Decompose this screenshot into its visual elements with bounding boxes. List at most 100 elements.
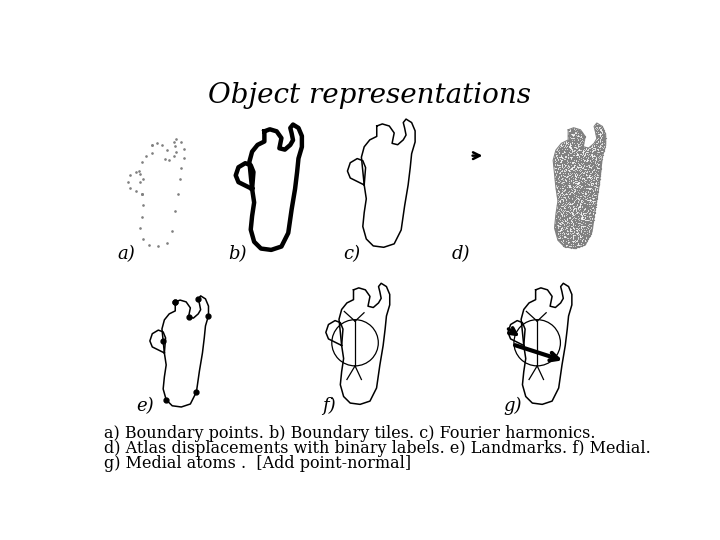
Point xyxy=(568,128,580,137)
Point xyxy=(564,234,575,243)
Point xyxy=(566,234,577,243)
Point xyxy=(564,198,575,206)
Point xyxy=(567,185,578,193)
Point xyxy=(590,140,602,149)
Point xyxy=(581,230,593,239)
Point xyxy=(598,145,609,154)
Point xyxy=(561,150,572,158)
Point xyxy=(582,235,593,244)
Point xyxy=(595,141,607,150)
Point xyxy=(586,163,598,171)
Point xyxy=(575,143,587,152)
Point xyxy=(556,239,567,248)
Point xyxy=(566,219,577,228)
Point xyxy=(571,227,582,236)
Point xyxy=(564,137,576,145)
Point xyxy=(555,217,567,226)
Point xyxy=(570,227,581,236)
Point xyxy=(552,225,564,233)
Point xyxy=(575,212,586,221)
Point xyxy=(582,231,594,240)
Point xyxy=(568,197,580,206)
Point xyxy=(562,205,574,214)
Point xyxy=(568,222,580,231)
Point xyxy=(583,187,595,195)
Point xyxy=(598,134,609,143)
Point xyxy=(576,176,588,184)
Point xyxy=(567,167,579,176)
Point xyxy=(559,187,571,196)
Point xyxy=(559,171,570,180)
Point xyxy=(556,226,567,235)
Point xyxy=(555,234,567,242)
Point xyxy=(593,162,605,171)
Point xyxy=(575,211,587,220)
Point xyxy=(552,157,564,165)
Point xyxy=(590,168,602,177)
Point xyxy=(591,154,603,163)
Point xyxy=(553,174,564,183)
Point xyxy=(567,167,578,176)
Point xyxy=(576,222,588,231)
Point xyxy=(587,218,598,226)
Point xyxy=(581,235,593,244)
Point xyxy=(593,162,604,171)
Point xyxy=(565,191,577,200)
Point xyxy=(554,174,566,183)
Point xyxy=(558,158,570,166)
Point xyxy=(571,141,582,150)
Point xyxy=(552,163,563,171)
Point xyxy=(571,129,582,137)
Point xyxy=(562,241,573,250)
Point xyxy=(572,137,584,145)
Point xyxy=(549,174,561,183)
Point xyxy=(590,192,601,201)
Point xyxy=(594,168,606,177)
Point xyxy=(580,197,592,205)
Point xyxy=(576,150,588,158)
Point xyxy=(549,154,560,163)
Point xyxy=(575,156,586,165)
Point xyxy=(554,153,566,162)
Point xyxy=(582,174,593,183)
Point xyxy=(576,132,588,141)
Point xyxy=(557,166,568,175)
Point xyxy=(574,129,585,137)
Point xyxy=(577,137,588,146)
Point xyxy=(559,220,571,228)
Point xyxy=(559,213,570,221)
Point xyxy=(560,218,572,227)
Point xyxy=(554,228,565,237)
Point xyxy=(586,187,598,195)
Point xyxy=(554,180,566,188)
Point xyxy=(568,174,580,183)
Point xyxy=(585,148,597,157)
Point xyxy=(589,125,600,134)
Point xyxy=(571,174,582,183)
Point xyxy=(583,214,595,222)
Point xyxy=(574,126,585,135)
Point xyxy=(555,210,567,219)
Point xyxy=(553,218,564,226)
Point xyxy=(568,206,580,214)
Point xyxy=(562,229,573,238)
Point xyxy=(577,206,589,215)
Point xyxy=(558,196,570,205)
Point xyxy=(598,137,610,146)
Point xyxy=(564,221,575,230)
Point xyxy=(557,166,569,174)
Point xyxy=(553,194,564,202)
Point xyxy=(562,168,573,177)
Point xyxy=(571,155,582,164)
Point xyxy=(598,133,610,142)
Point xyxy=(560,180,572,189)
Point xyxy=(557,240,569,248)
Point xyxy=(552,229,563,238)
Point xyxy=(576,178,588,187)
Point xyxy=(556,140,567,149)
Point xyxy=(562,211,573,219)
Point xyxy=(567,150,578,158)
Point xyxy=(565,222,577,231)
Point xyxy=(583,223,595,232)
Point xyxy=(555,202,567,211)
